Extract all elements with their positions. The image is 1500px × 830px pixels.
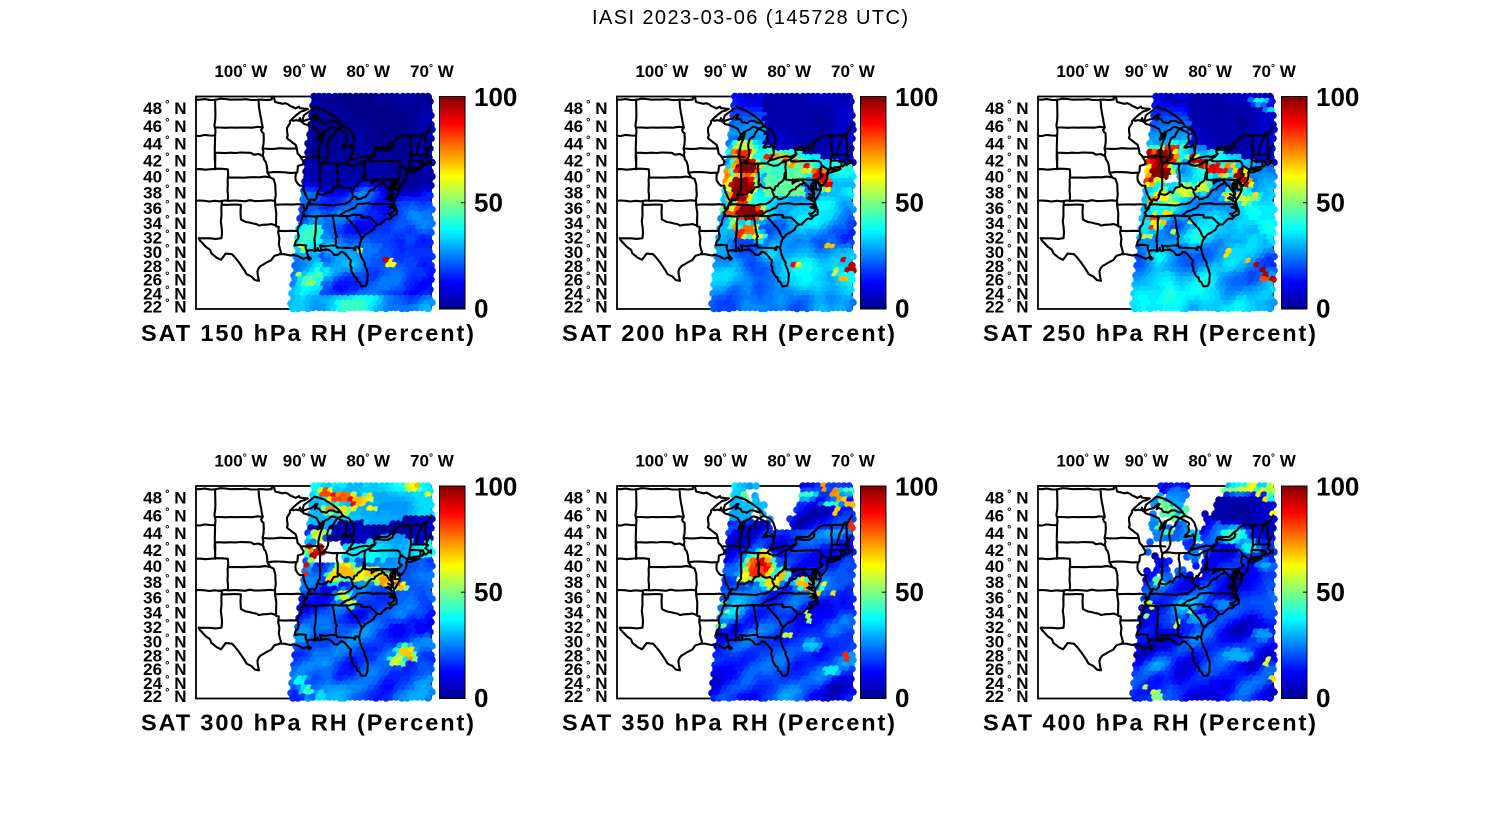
svg-text:IASI 2023-03-06 (145728 UTC): IASI 2023-03-06 (145728 UTC) (592, 7, 908, 29)
